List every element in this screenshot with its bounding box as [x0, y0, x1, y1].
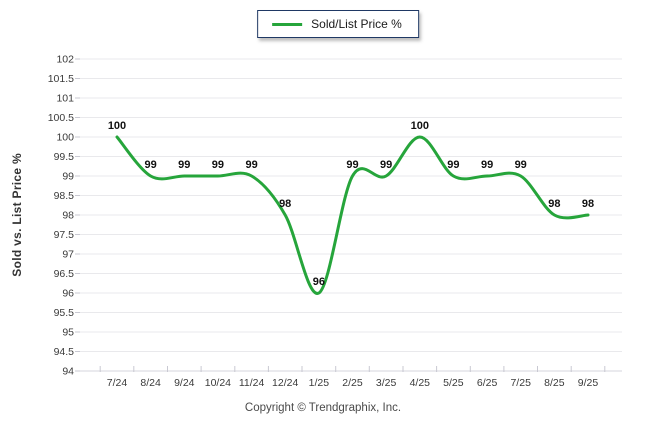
- x-tick-label: 4/25: [410, 377, 431, 389]
- gridlines: [75, 58, 622, 372]
- data-point-label: 99: [380, 159, 392, 171]
- x-tick-label: 7/25: [510, 377, 531, 389]
- x-tick-label: 3/25: [376, 377, 397, 389]
- data-point-label: 99: [447, 159, 459, 171]
- data-labels: 100 99 99 99 99 98 96 99 99 100 99 99 99 98 98: [108, 120, 594, 288]
- data-point-label: 100: [411, 120, 429, 132]
- y-tick-label: 101: [56, 93, 74, 105]
- y-tick-label: 101.5: [48, 73, 74, 85]
- y-tick-label: 95: [62, 327, 74, 339]
- series-line: [115, 135, 590, 295]
- y-tick-label: 97: [62, 249, 74, 261]
- y-axis-title: Sold vs. List Price %: [10, 153, 24, 277]
- x-tick-label: 5/25: [443, 377, 464, 389]
- y-tick-label: 97.5: [54, 229, 75, 241]
- y-tick-label: 100.5: [48, 112, 74, 124]
- x-tick-label: 10/24: [205, 377, 231, 389]
- x-tick-label: 9/24: [174, 377, 195, 389]
- y-tick-label: 98: [62, 210, 74, 222]
- x-axis: [99, 366, 606, 372]
- data-point-label: 99: [346, 159, 358, 171]
- data-point-label: 98: [582, 198, 594, 210]
- x-tick-label: 7/24: [107, 377, 128, 389]
- y-tick-labels: 94 94.5 95 95.5 96 96.5 97 97.5 98 98.5 99 99.5 100 1…: [48, 54, 74, 378]
- legend: Sold/List Price %: [257, 10, 419, 38]
- x-tick-label: 1/25: [309, 377, 330, 389]
- data-point-label: 100: [108, 120, 126, 132]
- data-point-label: 98: [279, 198, 291, 210]
- y-tick-label: 94.5: [54, 346, 75, 358]
- data-point-label: 99: [515, 159, 527, 171]
- y-tick-label: 100: [56, 132, 74, 144]
- y-tick-label: 96: [62, 288, 74, 300]
- x-tick-label: 2/25: [342, 377, 363, 389]
- x-tick-label: 9/25: [578, 377, 599, 389]
- data-point-label: 99: [481, 159, 493, 171]
- data-point-label: 99: [245, 159, 257, 171]
- x-tick-label: 8/24: [140, 377, 161, 389]
- y-tick-label: 94: [62, 366, 74, 378]
- x-tick-label: 8/25: [544, 377, 565, 389]
- copyright-text: Copyright © Trendgraphix, Inc.: [244, 402, 402, 414]
- y-tick-label: 95.5: [54, 307, 75, 319]
- legend-line-swatch: [272, 22, 303, 26]
- x-tick-label: 12/24: [272, 377, 298, 389]
- x-tick-label: 6/25: [477, 377, 498, 389]
- y-tick-label: 96.5: [54, 268, 75, 280]
- y-tick-label: 98.5: [54, 190, 75, 202]
- y-tick-label: 99.5: [54, 151, 75, 163]
- data-point-label: 99: [178, 159, 190, 171]
- x-tick-labels: 7/24 8/24 9/24 10/24 11/24 12/24 1/25 2/25 3/25 4…: [107, 377, 599, 389]
- y-tick-label: 99: [62, 171, 74, 183]
- legend-label: Sold/List Price %: [311, 17, 402, 31]
- data-point-label: 99: [144, 159, 156, 171]
- data-point-label: 98: [548, 198, 560, 210]
- y-tick-label: 102: [56, 54, 74, 66]
- data-point-label: 96: [313, 276, 325, 288]
- x-tick-label: 11/24: [239, 377, 265, 389]
- data-point-label: 99: [212, 159, 224, 171]
